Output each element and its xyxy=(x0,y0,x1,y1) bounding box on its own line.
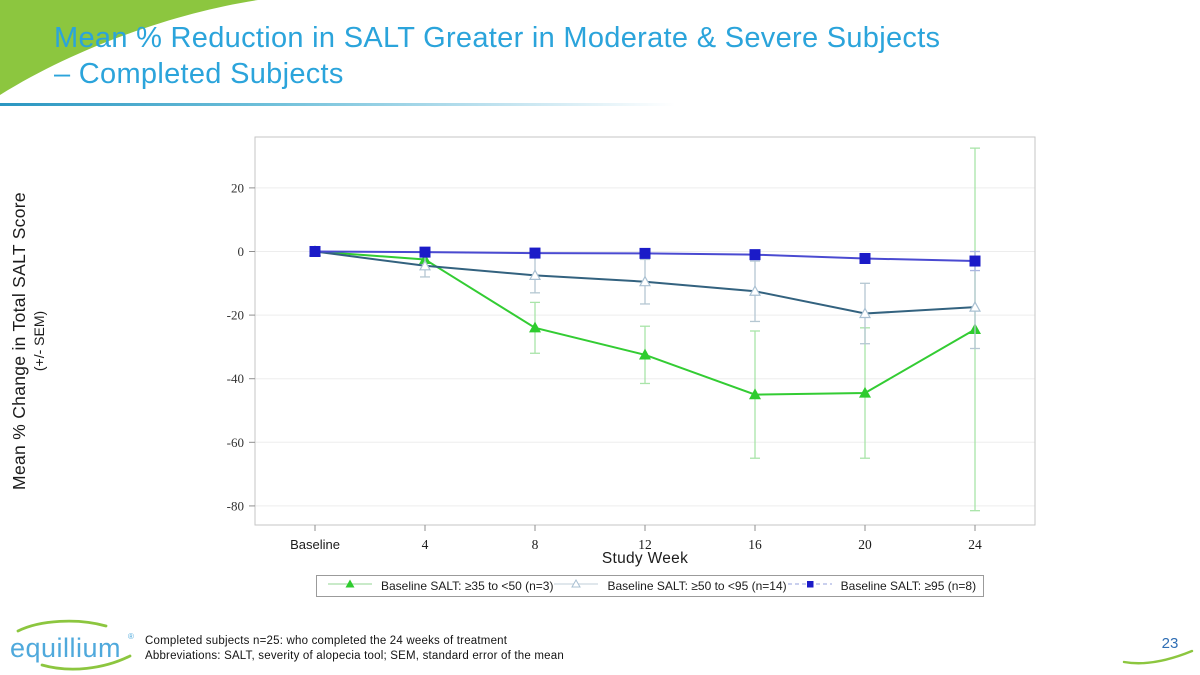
x-tick-label: 20 xyxy=(858,537,872,552)
y-tick-label: 0 xyxy=(238,244,245,259)
data-point-marker xyxy=(858,307,872,319)
title-divider-line xyxy=(0,103,900,106)
y-axis-title-text: Mean % Change in Total SALT Score xyxy=(9,192,29,490)
equillium-logo: equillium ® xyxy=(10,619,134,671)
data-point-marker xyxy=(859,252,871,264)
data-point-marker xyxy=(749,249,761,261)
x-tick-label: 8 xyxy=(532,537,539,552)
data-point-marker xyxy=(529,321,541,333)
x-tick-label: 24 xyxy=(968,537,982,552)
data-point-marker xyxy=(748,285,762,296)
y-tick-label: -40 xyxy=(227,371,244,386)
slide-title-line2: – Completed Subjects xyxy=(54,58,344,90)
legend-label: Baseline SALT: ≥95 (n=8) xyxy=(840,579,977,593)
data-point-marker xyxy=(528,269,542,280)
x-tick-label: 16 xyxy=(748,537,762,552)
x-tick-label: 4 xyxy=(422,537,429,552)
data-point-marker xyxy=(529,247,541,259)
legend-marker-open-triangle-icon xyxy=(553,577,599,596)
data-point-marker xyxy=(639,348,651,360)
y-tick-label: -60 xyxy=(227,435,244,450)
data-point-marker xyxy=(418,259,432,271)
y-axis-title: Mean % Change in Total SALT Score (+/- S… xyxy=(9,131,61,551)
legend-entry-salt-95: Baseline SALT: ≥95 (n=8) xyxy=(787,577,976,596)
page-number-swoosh-icon xyxy=(1122,649,1194,665)
corner-accent-shape xyxy=(0,0,258,95)
logo-wordmark: equillium xyxy=(10,633,121,663)
y-tick-label: 20 xyxy=(231,180,244,195)
footnote-line1: Completed subjects n=25: who completed t… xyxy=(145,635,508,647)
page-number: 23 xyxy=(1161,635,1179,652)
data-point-marker xyxy=(639,247,651,259)
data-point-marker xyxy=(749,388,761,400)
y-tick-label: -80 xyxy=(227,498,244,513)
legend-entry-salt-35-50: Baseline SALT: ≥35 to <50 (n=3) xyxy=(327,577,553,596)
logo-registered-mark: ® xyxy=(128,632,134,641)
footnotes: Completed subjects n=25: who completed t… xyxy=(145,634,564,663)
data-point-marker xyxy=(638,275,652,287)
data-point-marker xyxy=(309,245,321,257)
legend-marker-green-triangle-icon xyxy=(327,577,373,596)
legend-label: Baseline SALT: ≥35 to <50 (n=3) xyxy=(381,579,554,593)
chart-legend: Baseline SALT: ≥35 to <50 (n=3) Baseline… xyxy=(316,575,984,597)
x-tick-label: Baseline xyxy=(290,537,340,552)
data-point-marker xyxy=(419,246,431,258)
data-point-marker xyxy=(859,386,871,398)
legend-marker-blue-square-icon xyxy=(787,577,833,596)
x-axis-title: Study Week xyxy=(601,550,689,567)
legend-entry-salt-50-95: Baseline SALT: ≥50 to <95 (n=14) xyxy=(553,577,787,596)
slide-title: Mean % Reduction in SALT Greater in Mode… xyxy=(54,20,1174,92)
y-axis-title-sub: (+/- SEM) xyxy=(31,310,47,372)
legend-label: Baseline SALT: ≥50 to <95 (n=14) xyxy=(607,579,787,593)
x-tick-label: 12 xyxy=(638,537,652,552)
y-tick-label: -20 xyxy=(227,308,244,323)
data-point-marker xyxy=(968,300,982,312)
data-point-marker xyxy=(969,255,981,267)
footnote-line2: Abbreviations: SALT, severity of alopeci… xyxy=(145,649,564,662)
slide-title-line1: Mean % Reduction in SALT Greater in Mode… xyxy=(54,22,941,54)
salt-change-line-chart: 20 0 -20 -40 -60 -80 Baseline 4 8 12 16 20 24 xyxy=(227,136,1036,552)
